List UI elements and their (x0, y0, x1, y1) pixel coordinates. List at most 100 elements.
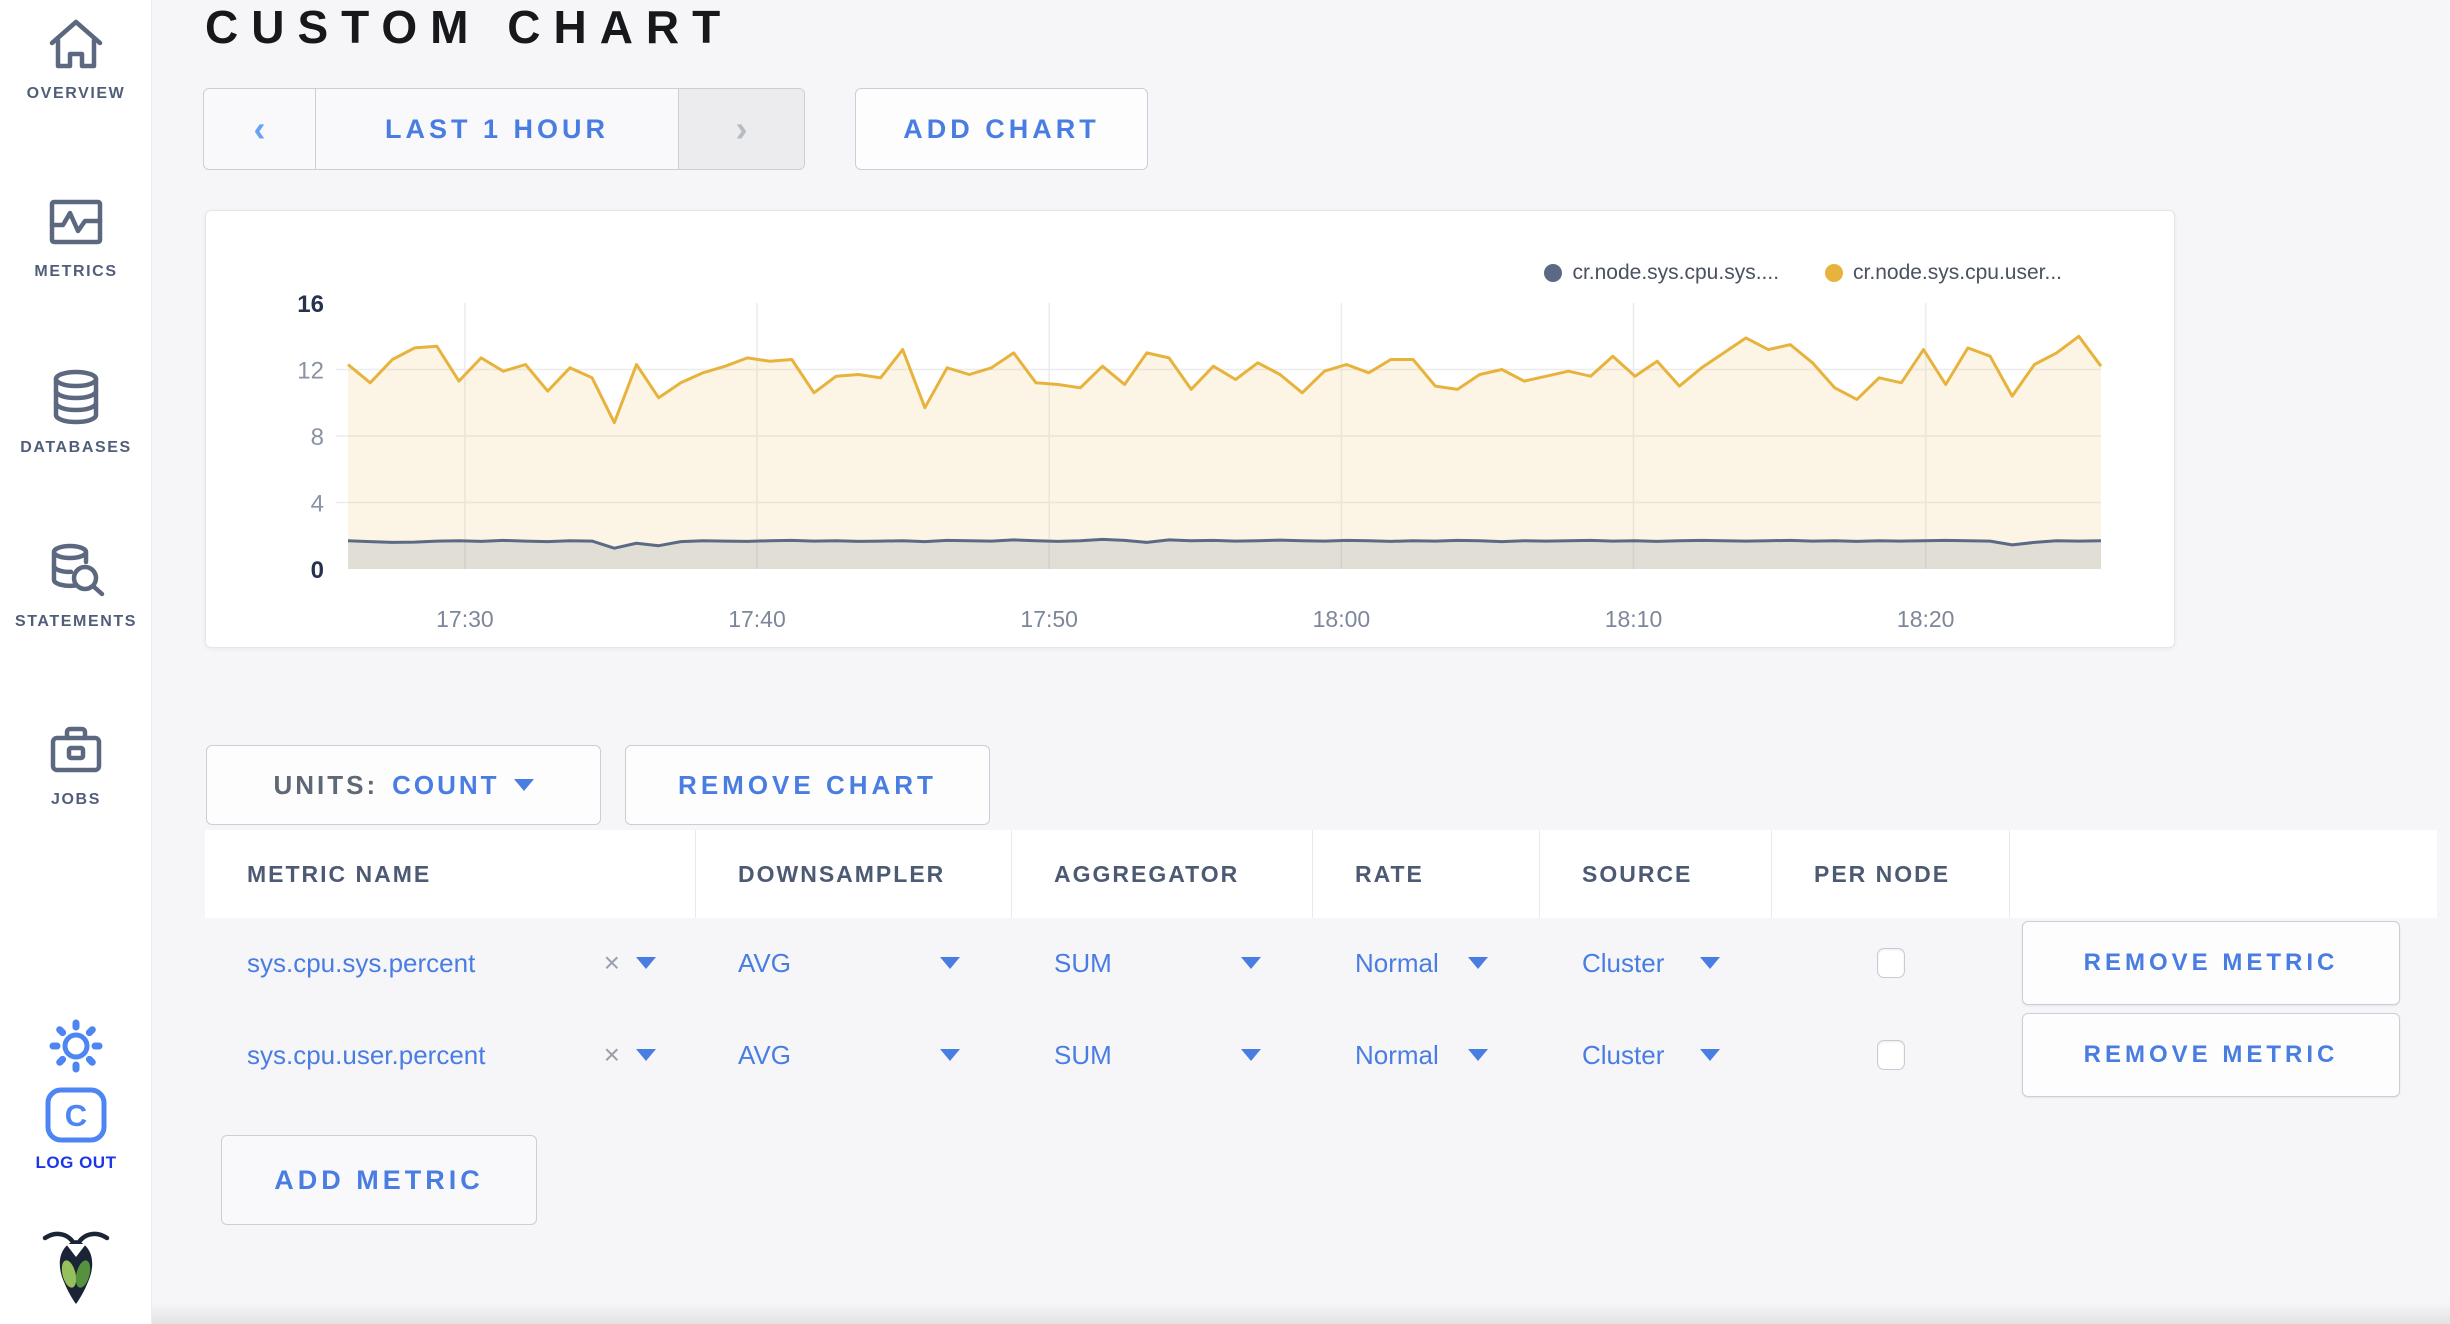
metric-name-dropdown[interactable]: sys.cpu.user.percent × (205, 1010, 696, 1100)
svg-text:17:50: 17:50 (1020, 606, 1078, 632)
sidebar-item-label: JOBS (51, 791, 101, 808)
chevron-down-icon (636, 957, 656, 969)
bottom-shadow (152, 1302, 2450, 1324)
cockroach-bug-icon (41, 1226, 111, 1310)
chevron-down-icon (513, 779, 534, 791)
rate-value: Normal (1355, 947, 1439, 978)
add-metric-button[interactable]: ADD METRIC (221, 1135, 537, 1225)
rate-value: Normal (1355, 1039, 1439, 1070)
column-header-actions (2010, 830, 2437, 918)
add-chart-button[interactable]: ADD CHART (855, 88, 1148, 170)
svg-text:4: 4 (311, 491, 324, 518)
logout-label: LOG OUT (35, 1153, 117, 1172)
sidebar-item-databases[interactable]: DATABASES (0, 366, 152, 457)
chevron-down-icon (636, 1049, 656, 1061)
source-value: Cluster (1582, 947, 1665, 978)
time-range-next-button[interactable]: › (678, 89, 804, 169)
column-header-aggregator: AGGREGATOR (1012, 830, 1313, 918)
rate-dropdown[interactable]: Normal (1313, 918, 1540, 1008)
sidebar-item-label: DATABASES (20, 439, 132, 456)
legend-series-name: cr.node.sys.cpu.user... (1853, 261, 2062, 284)
cpu-chart-svg: 17:30 17:40 17:50 18:00 18:10 18:20 0 4 8 12 16 (297, 291, 2103, 632)
svg-text:18:00: 18:00 (1313, 606, 1371, 632)
chevron-down-icon (1241, 957, 1261, 969)
table-row: sys.cpu.user.percent × AVG SUM Normal Cl… (205, 1010, 2437, 1100)
metric-name-dropdown[interactable]: sys.cpu.sys.percent × (205, 918, 696, 1008)
column-header-rate: RATE (1313, 830, 1540, 918)
legend-item-sys[interactable]: cr.node.sys.cpu.sys.... (1544, 261, 1779, 285)
settings-button[interactable] (0, 1016, 152, 1076)
gear-icon (46, 1016, 106, 1076)
legend-series-name: cr.node.sys.cpu.sys.... (1572, 261, 1780, 284)
cockroach-logo (0, 1226, 152, 1310)
home-icon (45, 14, 107, 74)
downsampler-value: AVG (738, 947, 791, 978)
sidebar: OVERVIEW METRICS DATABASES (0, 0, 152, 1324)
main-content: CUSTOM CHART ‹ LAST 1 HOUR › ADD CHART 1… (152, 0, 2450, 1324)
metric-name-value: sys.cpu.sys.percent (247, 947, 476, 978)
metrics-table: METRIC NAME DOWNSAMPLER AGGREGATOR RATE … (205, 830, 2437, 1100)
remove-chart-button[interactable]: REMOVE CHART (625, 745, 990, 825)
svg-text:16: 16 (297, 291, 324, 318)
legend-item-user[interactable]: cr.node.sys.cpu.user... (1825, 261, 2062, 285)
svg-text:18:10: 18:10 (1605, 606, 1663, 632)
statements-icon (44, 540, 108, 602)
source-dropdown[interactable]: Cluster (1540, 1010, 1772, 1100)
downsampler-value: AVG (738, 1039, 791, 1070)
console-c-icon: C (44, 1086, 108, 1144)
column-header-metric-name: METRIC NAME (205, 830, 696, 918)
svg-text:12: 12 (297, 358, 324, 385)
time-range-prev-button[interactable]: ‹ (204, 89, 316, 169)
sidebar-item-jobs[interactable]: JOBS (0, 720, 152, 809)
downsampler-dropdown[interactable]: AVG (696, 918, 1012, 1008)
chevron-right-icon: › (735, 108, 748, 149)
chart-panel: 17:30 17:40 17:50 18:00 18:10 18:20 0 4 8 12 16 cr… (205, 210, 2175, 648)
column-header-source: SOURCE (1540, 830, 1772, 918)
sidebar-item-label: METRICS (34, 263, 118, 280)
metric-name-value: sys.cpu.user.percent (247, 1039, 486, 1070)
time-range-label[interactable]: LAST 1 HOUR (384, 113, 609, 144)
chevron-left-icon: ‹ (253, 108, 266, 149)
sidebar-item-statements[interactable]: STATEMENTS (0, 540, 152, 631)
clear-metric-icon[interactable]: × (603, 1039, 620, 1070)
clear-metric-icon[interactable]: × (603, 947, 620, 978)
legend-dot (1825, 264, 1844, 282)
sidebar-item-overview[interactable]: OVERVIEW (0, 14, 152, 103)
svg-text:17:30: 17:30 (436, 606, 494, 632)
per-node-checkbox[interactable] (1877, 948, 1905, 978)
chevron-down-icon (1468, 957, 1488, 969)
actions-cell: REMOVE METRIC (2010, 1010, 2437, 1100)
column-header-downsampler: DOWNSAMPLER (696, 830, 1012, 918)
units-value: COUNT (392, 769, 500, 800)
chevron-down-icon (1700, 957, 1720, 969)
svg-text:0: 0 (311, 557, 324, 584)
aggregator-dropdown[interactable]: SUM (1012, 918, 1313, 1008)
per-node-cell (1772, 918, 2010, 1008)
column-header-per-node: PER NODE (1772, 830, 2010, 918)
briefcase-icon (45, 720, 107, 780)
svg-text:17:40: 17:40 (728, 606, 786, 632)
remove-metric-button[interactable]: REMOVE METRIC (2022, 921, 2400, 1005)
rate-dropdown[interactable]: Normal (1313, 1010, 1540, 1100)
per-node-checkbox[interactable] (1877, 1040, 1905, 1070)
per-node-cell (1772, 1010, 2010, 1100)
chevron-down-icon (1700, 1049, 1720, 1061)
metrics-table-header: METRIC NAME DOWNSAMPLER AGGREGATOR RATE … (205, 830, 2437, 918)
actions-cell: REMOVE METRIC (2010, 918, 2437, 1008)
source-dropdown[interactable]: Cluster (1540, 918, 1772, 1008)
remove-metric-button[interactable]: REMOVE METRIC (2022, 1013, 2400, 1097)
sidebar-item-label: STATEMENTS (14, 613, 138, 630)
downsampler-dropdown[interactable]: AVG (696, 1010, 1012, 1100)
source-value: Cluster (1582, 1039, 1665, 1070)
table-row: sys.cpu.sys.percent × AVG SUM Normal Clu… (205, 918, 2437, 1008)
aggregator-dropdown[interactable]: SUM (1012, 1010, 1313, 1100)
chevron-down-icon (940, 957, 960, 969)
chevron-down-icon (1241, 1049, 1261, 1061)
metrics-icon (45, 192, 107, 252)
units-dropdown[interactable]: UNITS: COUNT (206, 745, 601, 825)
svg-text:8: 8 (311, 424, 324, 451)
sidebar-item-metrics[interactable]: METRICS (0, 192, 152, 281)
sidebar-item-label: OVERVIEW (26, 85, 126, 102)
logout-button[interactable]: C LOG OUT (0, 1086, 152, 1173)
svg-text:C: C (65, 1098, 87, 1133)
